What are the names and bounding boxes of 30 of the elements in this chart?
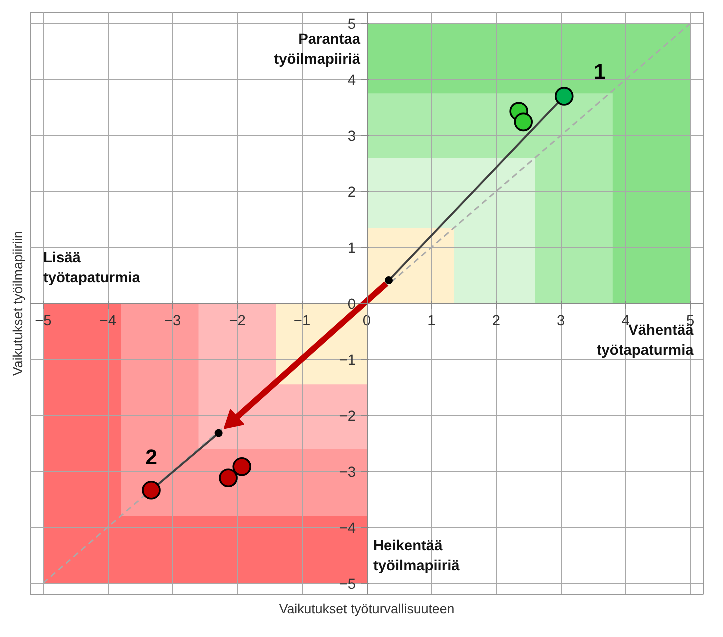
x-tick-label: −1 <box>294 314 311 330</box>
annotation: Lisää työtapaturmia <box>43 250 142 286</box>
y-tick-label: −2 <box>339 408 356 425</box>
x-tick-label: −3 <box>164 314 182 330</box>
annotation: 2 <box>146 445 158 470</box>
point <box>142 481 161 500</box>
annotation: Heikentää työilmapiiriä <box>373 538 461 575</box>
y-tick-label: 4 <box>348 73 356 90</box>
x-tick-label: −5 <box>35 314 52 330</box>
x-tick-label: −2 <box>229 314 246 330</box>
y-axis-title: Vaikutukset työilmapiiriin <box>10 231 26 376</box>
x-tick-label: 2 <box>492 314 501 330</box>
x-tick-label: 4 <box>622 314 630 330</box>
x-axis-title: Vaikutukset työturvallisuuteen <box>279 602 455 616</box>
y-tick-label: 5 <box>348 17 356 34</box>
point <box>554 87 574 106</box>
x-tick-label: 1 <box>428 314 436 330</box>
x-tick-label: 3 <box>557 314 566 330</box>
y-tick-label: 3 <box>348 129 356 146</box>
y-tick-label: −4 <box>339 520 356 537</box>
y-tick-label: 2 <box>348 185 356 202</box>
y-tick-label: −1 <box>339 352 356 369</box>
point <box>232 458 252 476</box>
point <box>219 468 238 488</box>
y-tick-label: −3 <box>339 464 356 481</box>
point <box>514 112 533 132</box>
x-tick-label: −4 <box>100 314 117 330</box>
annotation: Parantaa työilmapiiriä <box>274 32 362 68</box>
annotation: 1 <box>594 60 606 84</box>
y-tick-label: 1 <box>348 241 356 258</box>
